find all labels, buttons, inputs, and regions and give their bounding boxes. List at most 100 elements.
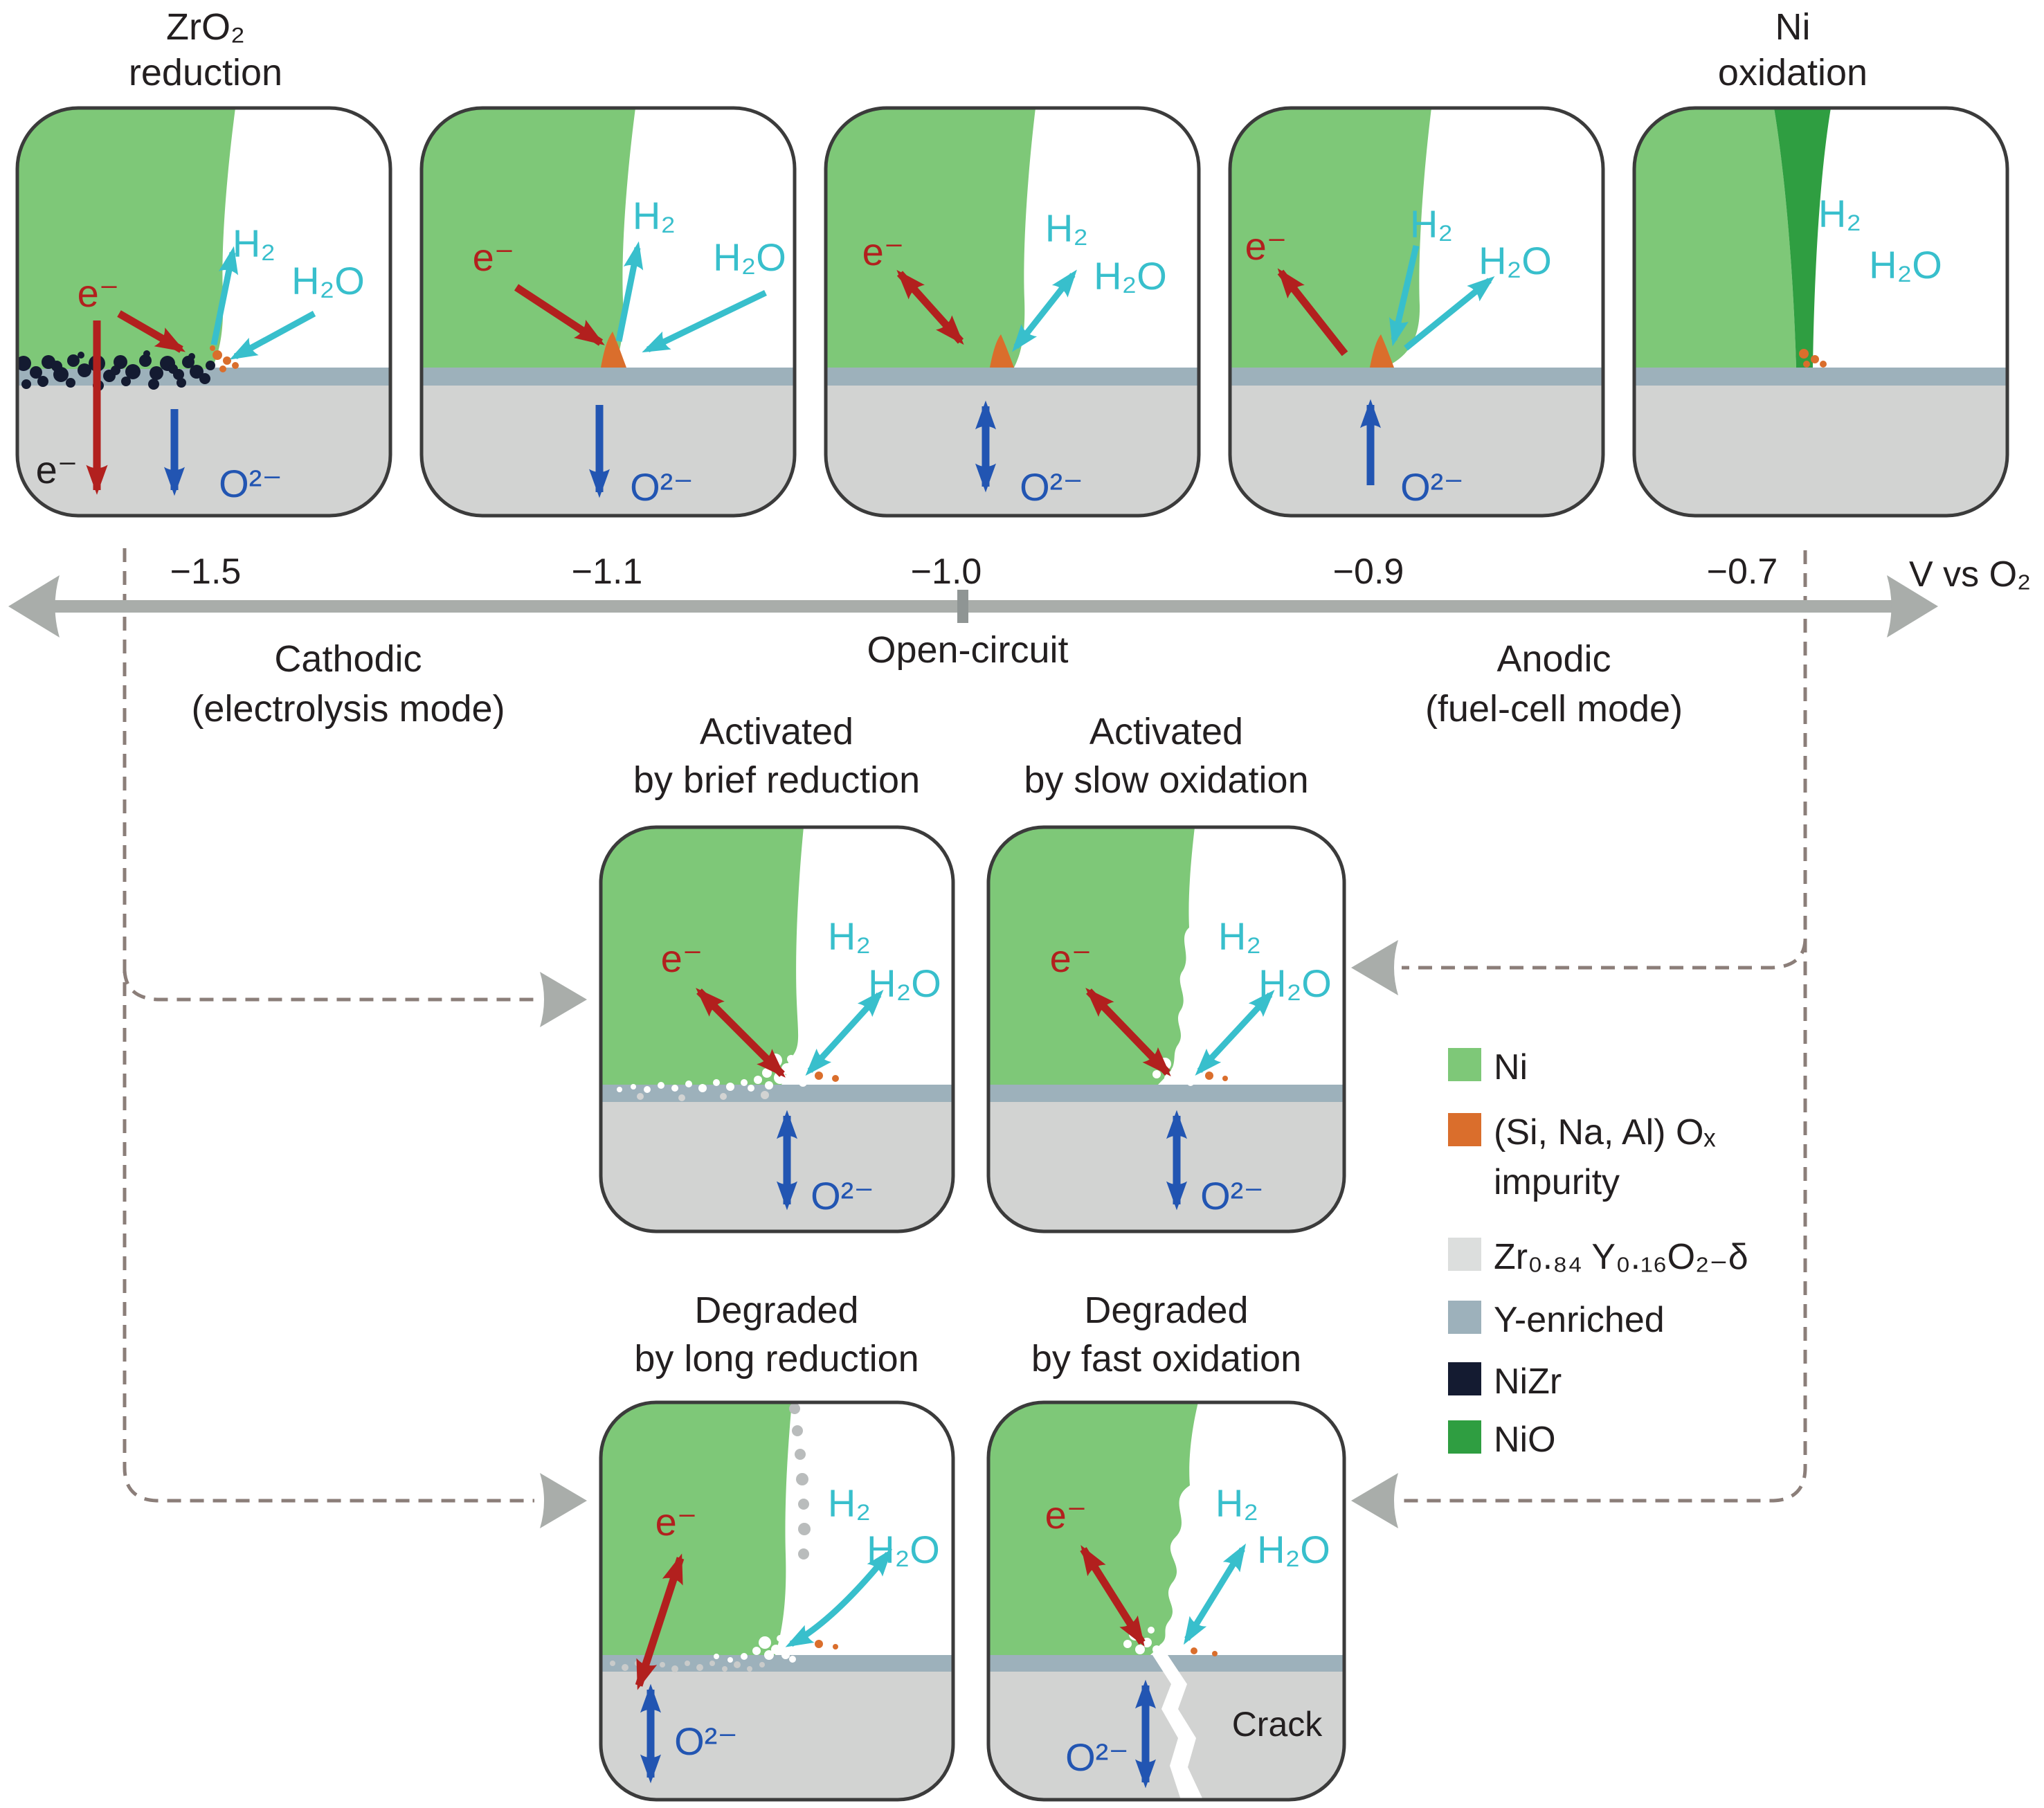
ni-region [1230, 108, 1431, 368]
electrolyte-region [1634, 386, 2007, 516]
region-cathodic-line2: (electrolysis mode) [191, 688, 505, 730]
title-zro2-line1: ZrO₂ [166, 6, 245, 48]
crack-shape [1152, 1651, 1203, 1800]
oxide-ion-label: O²⁻ [1400, 465, 1464, 509]
impurity-dots [210, 345, 239, 372]
electron-label: e⁻ [78, 271, 120, 315]
electron-arrow-to-tpb [117, 310, 186, 353]
legend-swatch-ni [1448, 1048, 1481, 1081]
h2o-label: H₂O [1478, 239, 1552, 282]
electron-label: e⁻ [661, 937, 703, 980]
electron-arrow [514, 284, 605, 346]
h2o-label: H₂O [713, 235, 786, 279]
legend-swatch-nizr [1448, 1362, 1481, 1395]
h2-label: H₂ [1215, 1481, 1258, 1525]
electron-label: e⁻ [1245, 224, 1287, 268]
axis-arrowhead-left [8, 575, 60, 638]
panel-border [986, 825, 1346, 1233]
panel-border [986, 1400, 1346, 1802]
h2o-arrow [642, 289, 767, 353]
panel-minus-0-7: H₂ H₂O [1632, 106, 2009, 518]
h2-label: H₂ [828, 914, 871, 958]
nizr-particles [17, 350, 215, 391]
impurity-wedge [601, 332, 626, 368]
dashed-line-anodic [1402, 550, 1807, 1503]
title-activated-oxidation-line1: Activated [1089, 711, 1244, 752]
h2-h2o-double-arrow [805, 989, 884, 1076]
h2-arrow [210, 246, 239, 345]
axis-unit-label: V vs O₂ [1909, 554, 2032, 595]
electrolyte-region [1230, 386, 1603, 516]
impurity-dots [1191, 1647, 1218, 1656]
h2o-arrow [1404, 275, 1495, 351]
oxide-ion-label: O²⁻ [219, 462, 282, 505]
h2o-label: H₂O [1094, 254, 1167, 298]
y-enriched-layer [422, 368, 795, 386]
title-activated-oxidation-line2: by slow oxidation [1024, 759, 1309, 801]
legend-swatch-ysz [1448, 1238, 1481, 1271]
h2-arrow [1389, 244, 1420, 347]
title-degraded-reduction-line2: by long reduction [634, 1338, 919, 1380]
panel-activated-reduction: e⁻ H₂ H₂O O²⁻ [599, 825, 955, 1233]
oxide-ion-label: O²⁻ [1200, 1174, 1264, 1218]
electron-label-electrolyte: e⁻ [36, 448, 78, 491]
title-activated-reduction: Activated by brief reduction [633, 707, 920, 804]
electron-label: e⁻ [1045, 1493, 1087, 1537]
title-degraded-oxidation-line2: by fast oxidation [1031, 1338, 1302, 1380]
arrowhead-to-degraded-reduction [540, 1473, 587, 1528]
panel-border [824, 106, 1201, 518]
electron-label: e⁻ [1050, 937, 1092, 980]
panel-activated-oxidation: e⁻ H₂ H₂O O²⁻ [986, 825, 1346, 1233]
legend-label-impurity: (Si, Na, Al) Oₓ [1494, 1112, 1716, 1152]
panel-minus-1-1: e⁻ H₂ H₂O O²⁻ [419, 106, 797, 518]
title-ni-line1: Ni [1775, 6, 1811, 48]
voltage-label-1: −1.5 [170, 552, 242, 592]
dashed-branch-cathodic-mid [123, 970, 534, 1002]
panel-border [15, 106, 392, 518]
dashed-branch-anodic-mid [1402, 939, 1807, 970]
h2-label: H₂ [1218, 914, 1261, 958]
panel-minus-1-5: e⁻ H₂ H₂O O²⁻ e⁻ [15, 106, 392, 518]
legend-swatch-y-enriched [1448, 1301, 1481, 1334]
ni-region [422, 108, 635, 368]
electron-arrow [1277, 268, 1348, 356]
electron-double-arrow [1085, 988, 1171, 1076]
legend-label-nio: NiO [1494, 1420, 1556, 1460]
voltage-label-5: −0.7 [1706, 552, 1778, 592]
dashed-line-cathodic [123, 548, 534, 1503]
title-degraded-reduction-line1: Degraded [694, 1290, 859, 1331]
h2-label: H₂ [1818, 192, 1861, 235]
electron-double-arrow [635, 1553, 685, 1690]
electrolyte-region [601, 1102, 953, 1231]
region-anodic-line1: Anodic [1496, 638, 1611, 680]
title-activated-oxidation: Activated by slow oxidation [1024, 707, 1308, 804]
broken-layer-bits [637, 1091, 769, 1101]
title-ni-oxidation: Ni oxidation [1718, 4, 1867, 96]
legend-label-impurity-line2: impurity [1494, 1162, 1620, 1202]
h2-h2o-curved-double-arrow [785, 1548, 893, 1647]
legend-label-ni: Ni [1494, 1047, 1528, 1087]
arrowhead-to-activated-reduction [540, 972, 587, 1027]
title-degraded-oxidation-line1: Degraded [1084, 1290, 1249, 1331]
panel-border [599, 1400, 955, 1802]
impurity-wedge [990, 334, 1014, 368]
axis-tick-open-circuit [957, 590, 968, 623]
h2o-label: H₂O [867, 1528, 940, 1571]
legend-swatch-nio [1448, 1420, 1481, 1454]
title-ni-line2: oxidation [1717, 52, 1868, 93]
oxide-ion-label: O²⁻ [1020, 465, 1083, 509]
y-enriched-layer [1634, 368, 2007, 386]
arrowhead-to-degraded-oxidation [1351, 1473, 1398, 1528]
h2-h2o-double-arrow [1183, 1543, 1247, 1645]
h2o-label: H₂O [1258, 961, 1332, 1005]
electron-label: e⁻ [655, 1500, 698, 1544]
panel-border [419, 106, 797, 518]
legend-swatch-impurity [1448, 1113, 1481, 1146]
electron-label: e⁻ [862, 230, 905, 273]
panel-minus-1-0: e⁻ H₂ H₂O O²⁻ [824, 106, 1201, 518]
voltage-label-3: −1.0 [910, 552, 982, 592]
h2-label: H₂ [1410, 202, 1453, 246]
title-zro2-reduction: ZrO₂ reduction [129, 4, 282, 96]
ni-region [1634, 108, 1796, 368]
